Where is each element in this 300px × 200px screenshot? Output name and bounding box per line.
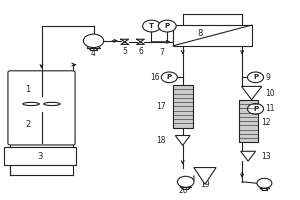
Text: 16: 16 [151,73,160,82]
Bar [238,100,258,142]
Text: P: P [167,74,172,80]
Polygon shape [175,136,190,145]
Text: 11: 11 [265,104,275,113]
Text: 18: 18 [157,136,166,145]
Circle shape [83,34,103,48]
Text: 9: 9 [265,73,270,82]
Circle shape [257,178,272,188]
Text: P: P [165,23,170,29]
FancyBboxPatch shape [8,71,75,145]
Bar [173,25,252,46]
Text: P: P [253,106,258,112]
Text: 5: 5 [122,47,127,56]
Text: 1: 1 [26,85,31,94]
Text: 8: 8 [198,29,203,38]
Text: 3: 3 [37,152,43,161]
Polygon shape [241,151,256,161]
Text: 19: 19 [200,180,210,189]
Circle shape [158,20,176,32]
Circle shape [248,72,263,83]
Polygon shape [242,86,262,100]
Circle shape [161,72,177,83]
Text: 7: 7 [160,48,164,57]
Text: 2: 2 [26,120,31,129]
Circle shape [142,20,160,32]
Text: P: P [253,74,258,80]
Bar [4,147,76,165]
Text: 10: 10 [265,89,275,98]
Text: 6: 6 [138,47,143,56]
Text: 13: 13 [262,152,271,161]
Text: 4: 4 [91,49,96,58]
Text: T: T [149,23,154,29]
Text: 20: 20 [178,186,188,195]
Text: 12: 12 [262,118,271,127]
Circle shape [248,104,263,114]
Bar [173,85,193,128]
Text: 17: 17 [156,102,166,111]
Polygon shape [194,168,216,184]
Circle shape [177,176,194,187]
